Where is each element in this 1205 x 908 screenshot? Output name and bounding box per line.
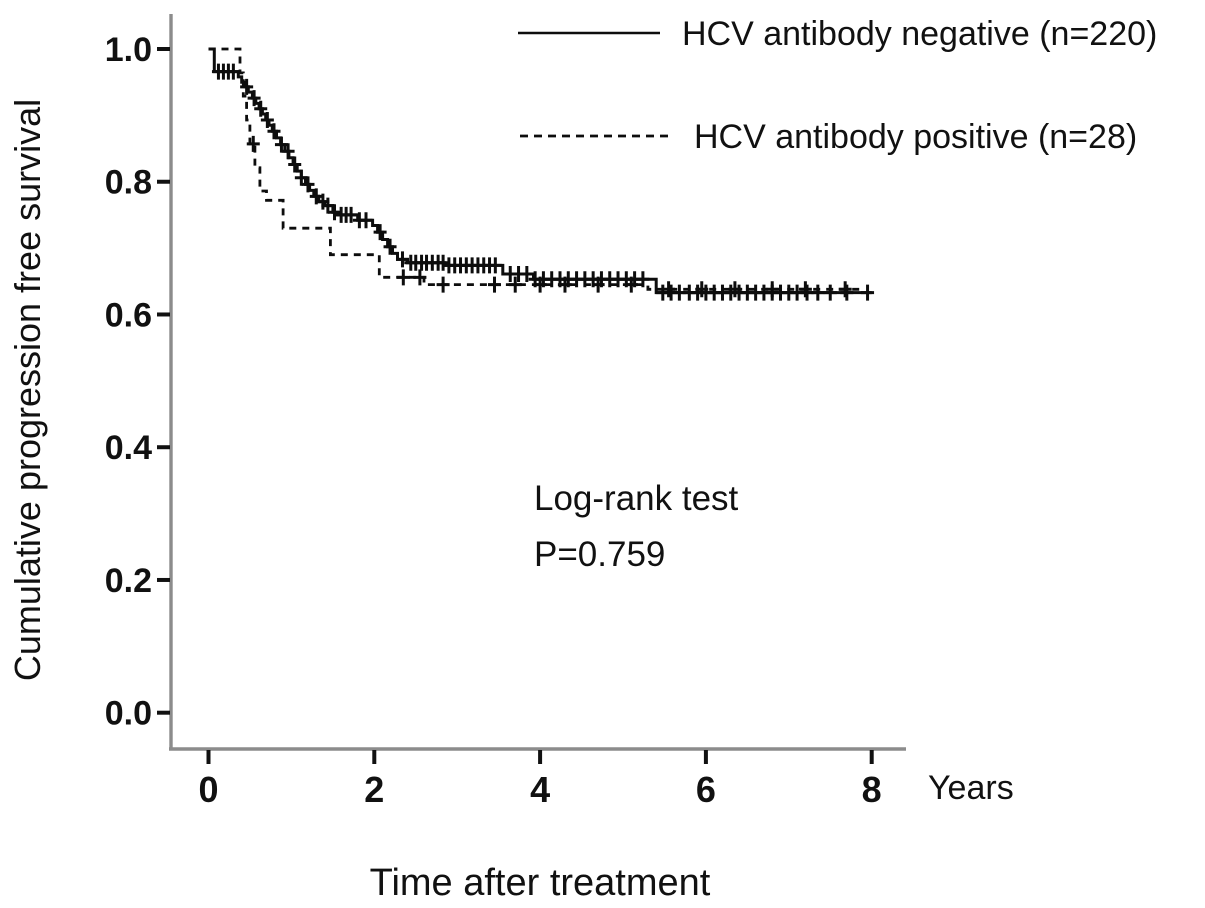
censor-plus-mark [246, 135, 260, 152]
x-axis-title: Time after treatment [370, 862, 711, 904]
censor-plus-mark [254, 100, 268, 117]
censor-plus-mark [294, 169, 308, 186]
censor-plus-mark [662, 281, 676, 298]
x-axis-unit-label: Years [928, 769, 1014, 807]
y-tick-label: 1.0 [105, 31, 152, 69]
axes: 0.0 0.2 0.4 0.6 0.8 1.0 0 2 4 6 8 [105, 14, 906, 810]
censor-plus-mark [838, 281, 852, 298]
logrank-annotation: Log-rank test P=0.759 [534, 479, 739, 574]
censor-plus-mark [823, 284, 837, 301]
censor-plus-mark [328, 204, 342, 221]
censor-plus-mark [240, 78, 254, 95]
censor-plus-mark [591, 276, 605, 293]
x-tick-label: 4 [530, 769, 550, 810]
series-dashed [208, 47, 860, 298]
annotation-line1: Log-rank test [534, 479, 739, 518]
legend-label-positive: HCV antibody positive (n=28) [694, 118, 1137, 156]
censor-plus-mark [281, 143, 295, 160]
y-tick-label: 0.4 [105, 429, 152, 467]
legend-label-negative: HCV antibody negative (n=220) [682, 15, 1157, 53]
censor-plus-mark [267, 123, 281, 140]
censor-plus-mark [811, 284, 825, 301]
censor-plus-mark [226, 63, 240, 80]
censor-plus-mark [728, 281, 742, 298]
censor-plus-mark [533, 276, 547, 293]
annotation-line2: P=0.759 [534, 535, 665, 574]
y-tick-label: 0.2 [105, 562, 152, 600]
x-tick-label: 2 [364, 769, 384, 810]
x-tick-label: 6 [696, 769, 716, 810]
censor-plus-mark [383, 238, 397, 255]
y-axis-title: Cumulative progression free survival [7, 99, 48, 681]
x-tick-label: 8 [862, 769, 882, 810]
y-tick-label: 0.8 [105, 164, 152, 202]
y-tick-label: 0.0 [105, 695, 152, 733]
censor-plus-mark [395, 251, 409, 268]
censor-plus-mark [695, 281, 709, 298]
legend: HCV antibody negative (n=220) HCV antibo… [518, 15, 1157, 156]
survival-curve-dashed [208, 47, 860, 291]
censor-plus-mark [488, 257, 502, 274]
censor-plus-mark [274, 136, 288, 153]
censor-plus-mark [861, 284, 875, 301]
series-layer [208, 47, 875, 301]
censor-plus-mark [247, 90, 261, 107]
censor-plus-mark [508, 276, 522, 293]
censor-plus-mark [396, 269, 410, 286]
censor-plus-mark [624, 276, 638, 293]
censor-plus-mark [288, 156, 302, 173]
censor-plus-mark [436, 276, 450, 293]
x-tick-label: 0 [198, 769, 218, 810]
censor-plus-mark [301, 176, 315, 193]
censor-plus-mark [321, 197, 335, 214]
censor-plus-mark [798, 281, 812, 298]
survival-curve-solid [208, 47, 872, 295]
series-solid [208, 47, 875, 301]
censor-plus-mark [488, 276, 502, 293]
censor-plus-mark [309, 188, 323, 205]
censor-plus-mark [359, 212, 373, 229]
y-tick-label: 0.6 [105, 296, 152, 334]
censor-marks-solid [211, 63, 875, 301]
censor-plus-mark [413, 269, 427, 286]
censor-plus-mark [373, 224, 387, 241]
censor-plus-mark [558, 276, 572, 293]
censor-marks-dashed [246, 135, 852, 298]
censor-plus-mark [260, 112, 274, 129]
censor-plus-mark [840, 284, 854, 301]
censor-plus-mark [765, 281, 779, 298]
censor-plus-mark [344, 206, 358, 223]
censor-plus-mark [520, 265, 534, 282]
